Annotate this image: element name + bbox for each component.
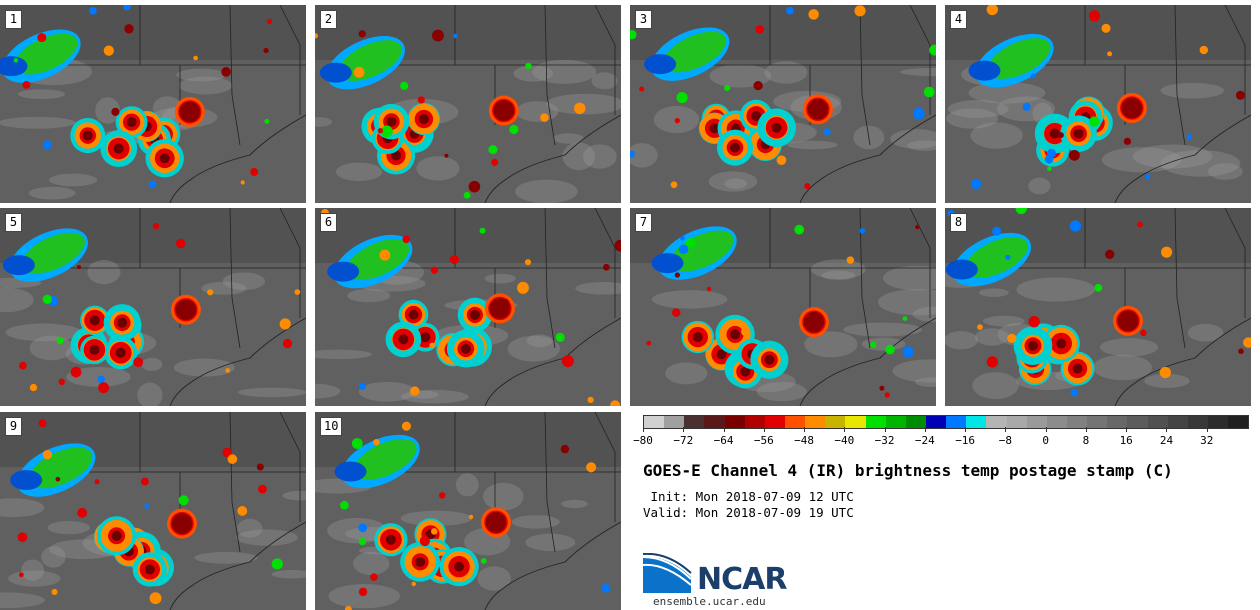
colorbar-swatch xyxy=(1147,416,1168,428)
postage-stamp-panel: 10 xyxy=(315,412,621,610)
postage-stamp-panel: 5 xyxy=(0,208,306,406)
colorbar-tick xyxy=(965,427,967,432)
colorbar-tick-label: 16 xyxy=(1119,434,1133,447)
colorbar-tick xyxy=(844,427,846,432)
colorbar-swatch xyxy=(684,416,705,428)
colorbar-tick-label: −80 xyxy=(633,434,653,447)
panel-number: 4 xyxy=(950,10,967,29)
colorbar-swatch xyxy=(1066,416,1088,428)
colorbar-ticks: −80 −72 −64 −56 −48 −40 −32 −24 −16 −8 0 8 16 24 32 xyxy=(633,427,1249,451)
panel-number: 9 xyxy=(5,417,22,436)
colorbar-tick-label: −32 xyxy=(874,434,895,447)
colorbar-swatch xyxy=(1087,416,1108,428)
colorbar-tick-label: 0 xyxy=(1042,434,1049,447)
ir-satellite-map xyxy=(630,208,936,406)
ir-satellite-map xyxy=(315,412,621,610)
colorbar-tick-label: −72 xyxy=(673,434,694,447)
colorbar-swatch xyxy=(644,416,665,428)
colorbar-tick xyxy=(1045,427,1047,432)
colorbar-tick xyxy=(643,427,644,432)
ir-satellite-map xyxy=(945,208,1251,406)
colorbar-tick-label: −56 xyxy=(753,434,774,447)
colorbar-tick-label: −16 xyxy=(955,434,976,447)
colorbar-swatch xyxy=(1006,416,1027,428)
colorbar-swatch xyxy=(946,416,967,428)
colorbar-tick-label: −24 xyxy=(914,434,935,447)
colorbar-tick-label: −64 xyxy=(713,434,734,447)
ir-satellite-map xyxy=(0,5,306,203)
panel-number: 7 xyxy=(635,213,652,232)
ir-satellite-map xyxy=(0,412,306,610)
colorbar-tick xyxy=(1206,427,1208,432)
colorbar-swatch xyxy=(865,416,886,428)
colorbar-swatch xyxy=(1167,416,1188,428)
colorbar-swatch xyxy=(925,416,947,428)
colorbar-tick xyxy=(804,427,806,432)
colorbar-tick xyxy=(924,427,926,432)
colorbar-tick-label: −48 xyxy=(794,434,814,447)
colorbar-tick xyxy=(1126,427,1128,432)
panel-number: 2 xyxy=(320,10,337,29)
colorbar-swatch xyxy=(704,416,725,428)
colorbar-swatch xyxy=(664,416,685,428)
valid-time: Valid: Mon 2018-07-09 19 UTC xyxy=(643,505,854,520)
colorbar-swatch xyxy=(1207,416,1229,428)
colorbar-swatch xyxy=(764,416,785,428)
postage-stamp-panel: 3 xyxy=(630,5,936,203)
init-time: Init: Mon 2018-07-09 12 UTC xyxy=(643,489,854,504)
colorbar-swatch xyxy=(1046,416,1067,428)
ir-satellite-map xyxy=(315,208,621,406)
colorbar-swatch xyxy=(1228,416,1249,428)
colorbar-tick-label: 8 xyxy=(1082,434,1090,447)
panel-number: 6 xyxy=(320,213,337,232)
colorbar-tick xyxy=(763,427,765,432)
colorbar-swatch xyxy=(845,416,866,428)
panel-number: 8 xyxy=(950,213,967,232)
colorbar-tick xyxy=(1166,427,1168,432)
colorbar-swatch xyxy=(744,416,765,428)
postage-stamp-panel: 6 xyxy=(315,208,621,406)
colorbar-swatch xyxy=(1187,416,1208,428)
postage-stamp-panel: 1 xyxy=(0,5,306,203)
postage-stamp-panel: 7 xyxy=(630,208,936,406)
colorbar-swatch xyxy=(1026,416,1047,428)
colorbar-swatch xyxy=(805,416,826,428)
colorbar-tick xyxy=(1005,427,1007,432)
colorbar-swatch xyxy=(905,416,926,428)
colorbar-tick-label: −8 xyxy=(998,434,1013,447)
colorbar-tick xyxy=(1085,427,1087,432)
ncar-logo-icon xyxy=(643,553,692,593)
colorbar xyxy=(643,415,1249,429)
colorbar-tick-label: 24 xyxy=(1159,434,1174,447)
colorbar-tick xyxy=(884,427,886,432)
figure-title: GOES-E Channel 4 (IR) brightness temp po… xyxy=(643,461,1173,480)
ncar-logo-text: NCAR xyxy=(697,562,787,597)
colorbar-tick xyxy=(723,427,725,432)
postage-stamp-panel: 2 xyxy=(315,5,621,203)
colorbar-swatch xyxy=(885,416,906,428)
colorbar-swatch xyxy=(966,416,987,428)
ir-satellite-map xyxy=(0,208,306,406)
colorbar-swatch xyxy=(784,416,806,428)
ir-satellite-map xyxy=(945,5,1251,203)
colorbar-tick-label: −40 xyxy=(834,434,855,447)
colorbar-swatch xyxy=(986,416,1007,428)
panel-number: 1 xyxy=(5,10,22,29)
postage-stamp-panel: 8 xyxy=(945,208,1251,406)
ir-satellite-map xyxy=(630,5,936,203)
colorbar-swatch xyxy=(1127,416,1148,428)
colorbar-swatch xyxy=(825,416,846,428)
postage-stamp-panel: 4 xyxy=(945,5,1251,203)
colorbar-swatch xyxy=(1107,416,1128,428)
postage-stamp-panel: 9 xyxy=(0,412,306,610)
colorbar-tick-label: 32 xyxy=(1200,434,1214,447)
panel-number: 10 xyxy=(320,417,343,436)
colorbar-swatch xyxy=(724,416,745,428)
ir-satellite-map xyxy=(315,5,621,203)
colorbar-tick xyxy=(683,427,685,432)
panel-number: 5 xyxy=(5,213,22,232)
panel-number: 3 xyxy=(635,10,652,29)
site-url: ensemble.ucar.edu xyxy=(653,595,766,608)
